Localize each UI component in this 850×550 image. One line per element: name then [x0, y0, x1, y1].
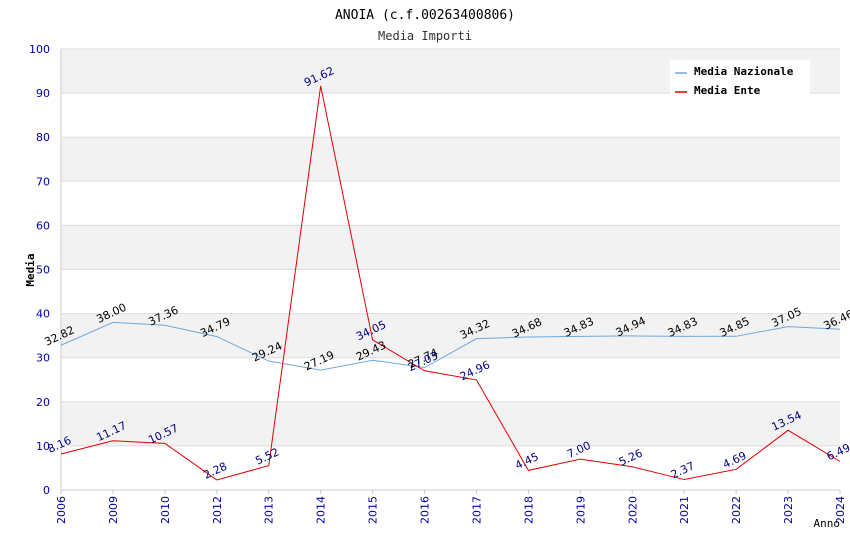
x-tick-label: 2021 — [678, 496, 691, 524]
y-tick-label: 80 — [36, 131, 50, 144]
y-tick-label: 10 — [36, 440, 50, 453]
series-lines — [60, 85, 841, 481]
x-tick-label: 2015 — [367, 496, 380, 524]
background-band — [61, 93, 840, 138]
x-tick-label: 2006 — [55, 496, 68, 524]
background-band — [61, 445, 840, 490]
y-tick-label: 0 — [43, 484, 50, 497]
x-tick-label: 2022 — [730, 496, 743, 524]
chart-subtitle: Media Importi — [378, 29, 472, 43]
plot-background — [61, 49, 840, 490]
legend-box — [670, 60, 810, 96]
x-tick-label: 2014 — [315, 496, 328, 524]
x-tick-label: 2024 — [834, 496, 847, 524]
x-axis-label: Anno — [814, 517, 841, 530]
x-tick-label: 2023 — [782, 496, 795, 524]
background-band — [61, 137, 840, 182]
legend: Media Nazionale Media Ente — [670, 60, 810, 97]
y-tick-label: 100 — [29, 43, 50, 56]
background-band — [61, 181, 840, 226]
background-band — [61, 269, 840, 314]
chart-title: ANOIA (c.f.00263400806) — [335, 8, 515, 23]
axes — [60, 49, 840, 491]
x-tick-label: 2017 — [470, 496, 483, 524]
background-band — [61, 401, 840, 446]
x-tick-labels: 2006 2009 2010 2012 2013 2014 2015 2016 2017 2018… — [55, 490, 847, 524]
y-tick-label: 60 — [36, 219, 50, 232]
legend-label-media-ente: Media Ente — [694, 84, 761, 97]
x-tick-label: 2020 — [626, 496, 639, 524]
background-band — [61, 357, 840, 402]
y-axis-label: Media — [24, 253, 37, 286]
x-tick-label: 2016 — [419, 496, 432, 524]
background-band — [61, 313, 840, 358]
y-tick-label: 40 — [36, 308, 50, 321]
x-tick-label: 2012 — [211, 496, 224, 524]
y-tick-labels: 0 10 20 30 40 50 60 70 80 90 100 — [29, 43, 50, 497]
x-tick-label: 2019 — [574, 496, 587, 524]
x-tick-label: 2018 — [522, 496, 535, 524]
series-line-media-ente — [60, 85, 841, 481]
background-band — [61, 225, 840, 270]
y-tick-label: 90 — [36, 87, 50, 100]
y-tick-label: 70 — [36, 175, 50, 188]
x-tick-label: 2010 — [159, 496, 172, 524]
y-tick-label: 30 — [36, 352, 50, 365]
x-tick-label: 2013 — [263, 496, 276, 524]
y-tick-label: 20 — [36, 396, 50, 409]
series-line-media-nazionale — [60, 321, 841, 371]
legend-label-media-nazionale: Media Nazionale — [694, 65, 794, 78]
y-tick-label: 50 — [36, 264, 50, 277]
x-tick-label: 2009 — [107, 496, 120, 524]
